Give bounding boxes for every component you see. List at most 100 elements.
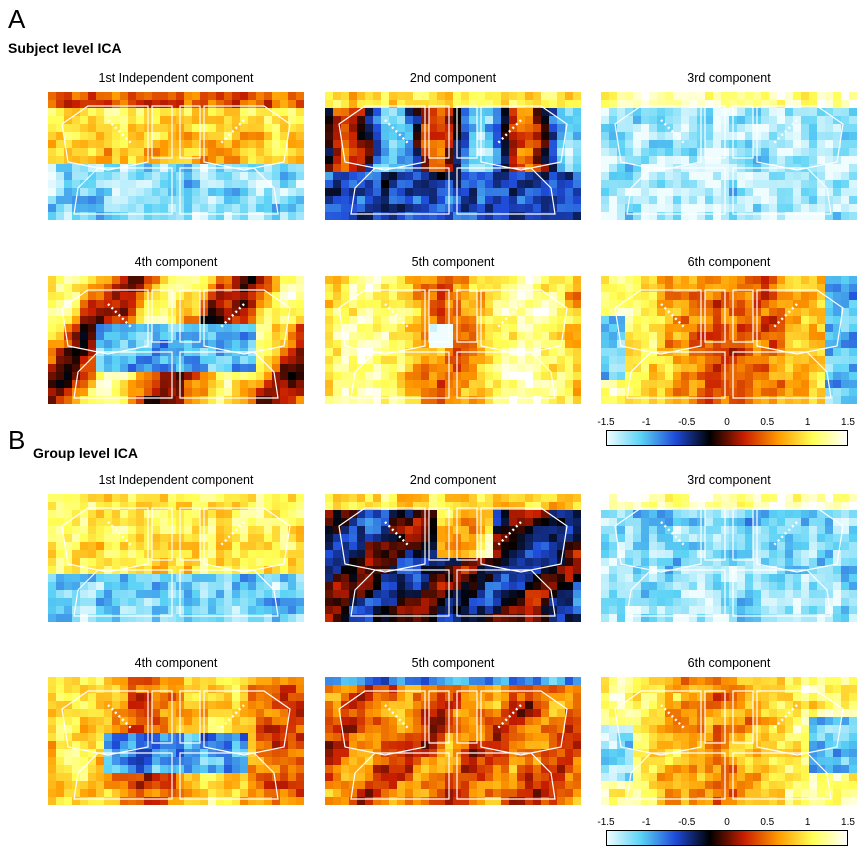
heatmap-cell — [549, 494, 558, 503]
heatmap-cell — [525, 116, 534, 125]
heatmap-cell — [673, 332, 682, 341]
heatmap-cell — [365, 598, 374, 607]
heatmap-cell — [429, 340, 438, 349]
heatmap-cell — [825, 494, 834, 503]
heatmap-cell — [565, 494, 574, 503]
heatmap-cell — [373, 356, 382, 365]
heatmap-cell — [793, 574, 802, 583]
heatmap-cell — [168, 558, 177, 567]
heatmap-cell — [208, 534, 217, 543]
heatmap-cell — [737, 156, 746, 165]
region-outline — [456, 351, 556, 399]
heatmap-cell — [809, 164, 818, 173]
heatmap-cell — [168, 212, 177, 220]
heatmap-cell — [609, 188, 618, 197]
heatmap-cell — [184, 590, 193, 599]
heatmap-cell — [232, 100, 241, 109]
heatmap-cell — [64, 284, 73, 293]
heatmap-cell — [192, 204, 201, 213]
heatmap-cell — [373, 364, 382, 373]
heatmap-cell — [288, 132, 297, 141]
heatmap-cell — [232, 388, 241, 397]
heatmap-cell — [112, 356, 121, 365]
heatmap-cell — [56, 558, 65, 567]
heatmap-cell — [761, 558, 770, 567]
heatmap-cell — [112, 534, 121, 543]
heatmap-cell — [641, 300, 650, 309]
heatmap-cell — [713, 316, 722, 325]
heatmap-cell — [224, 725, 233, 734]
heatmap-cell — [72, 292, 81, 301]
heatmap-cell — [453, 340, 462, 349]
heatmap-cell — [809, 212, 818, 220]
heatmap-cell — [849, 124, 857, 133]
heatmap-cell — [272, 148, 281, 157]
heatmap-cell — [841, 372, 850, 381]
heatmap-cell — [689, 196, 698, 205]
heatmap-cell — [525, 550, 534, 559]
heatmap-cell — [633, 526, 642, 535]
heatmap-cell — [509, 502, 518, 511]
heatmap-cell — [809, 100, 818, 109]
heatmap-cell — [160, 685, 169, 694]
heatmap-cell — [817, 606, 826, 615]
heatmap-cell — [541, 132, 550, 141]
heatmap-cell — [325, 204, 334, 213]
heatmap-cell — [445, 156, 454, 165]
heatmap-cell — [333, 614, 342, 622]
heatmap-cell — [413, 550, 422, 559]
heatmap-cell — [673, 132, 682, 141]
heatmap-cell — [557, 188, 566, 197]
heatmap-cell — [485, 534, 494, 543]
heatmap-cell — [280, 685, 289, 694]
heatmap-cell — [697, 388, 706, 397]
heatmap-cell — [421, 212, 430, 220]
heatmap-cell — [657, 308, 666, 317]
heatmap-cell — [256, 116, 265, 125]
heatmap-cell — [248, 725, 257, 734]
colorbar-tick: 1.5 — [841, 417, 855, 428]
heatmap-cell — [365, 180, 374, 189]
heatmap-cell — [144, 92, 153, 101]
heatmap-cell — [657, 494, 666, 503]
heatmap-cell — [429, 316, 438, 325]
heatmap-cell — [825, 116, 834, 125]
heatmap-cell — [88, 100, 97, 109]
heatmap-cell — [785, 156, 794, 165]
heatmap-cell — [341, 542, 350, 551]
heatmap-cell — [469, 172, 478, 181]
heatmap-cell — [657, 156, 666, 165]
heatmap-cell — [633, 332, 642, 341]
heatmap-cell — [88, 574, 97, 583]
heatmap-cell — [793, 590, 802, 599]
heatmap-cell — [549, 140, 558, 149]
heatmap-cell — [88, 372, 97, 381]
heatmap-cell — [633, 132, 642, 141]
heatmap-cell — [152, 510, 161, 519]
heatmap-cell — [381, 140, 390, 149]
heatmap-cell — [349, 308, 358, 317]
heatmap-cell — [48, 494, 57, 503]
heatmap-cell — [56, 598, 65, 607]
heatmap-cell — [248, 598, 257, 607]
heatmap-cell — [573, 396, 581, 404]
heatmap-cell — [333, 590, 342, 599]
heatmap-cell — [248, 196, 257, 205]
heatmap-cell — [485, 316, 494, 325]
heatmap-cell — [405, 526, 414, 535]
heatmap-a4 — [48, 276, 304, 404]
heatmap-cell — [104, 132, 113, 141]
heatmap-cell — [485, 148, 494, 157]
heatmap-cell — [549, 606, 558, 615]
heatmap-cell — [128, 148, 137, 157]
heatmap-cell — [373, 212, 382, 220]
heatmap-cell — [128, 526, 137, 535]
heatmap-cell — [681, 156, 690, 165]
heatmap-cell — [248, 518, 257, 527]
heatmap-cell — [112, 733, 121, 742]
heatmap-cell — [517, 292, 526, 301]
heatmap-cell — [280, 709, 289, 718]
heatmap-cell — [112, 685, 121, 694]
heatmap-cell — [793, 332, 802, 341]
heatmap-cell — [817, 188, 826, 197]
